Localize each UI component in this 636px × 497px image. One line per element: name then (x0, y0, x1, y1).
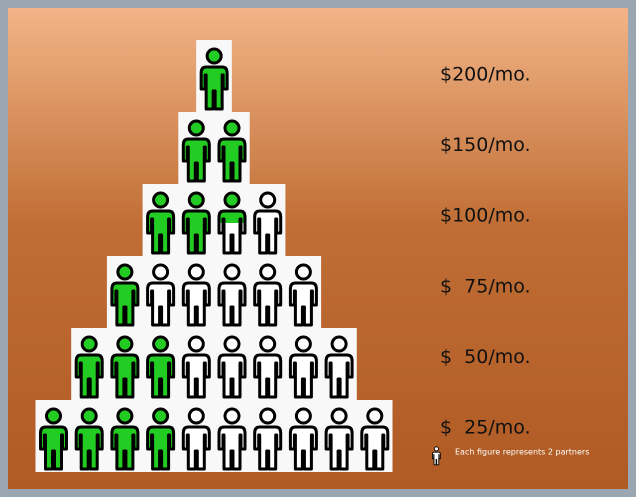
tier-label: $100/mo. (440, 205, 531, 227)
legend-text: Each figure represents 2 partners (455, 448, 589, 457)
tier-label: $200/mo. (440, 64, 531, 86)
tier-label: $ 25/mo. (440, 417, 531, 439)
tier-label: $ 50/mo. (440, 346, 531, 368)
tier-label: $ 75/mo. (440, 275, 531, 297)
infographic: $200/mo. $150/mo. $100/mo. $ 75/mo. $ 50/mo.… (0, 0, 636, 497)
page: $200/mo. $150/mo. $100/mo. $ 75/mo. $ 50/mo.… (0, 0, 636, 497)
tier-label: $150/mo. (440, 134, 531, 156)
